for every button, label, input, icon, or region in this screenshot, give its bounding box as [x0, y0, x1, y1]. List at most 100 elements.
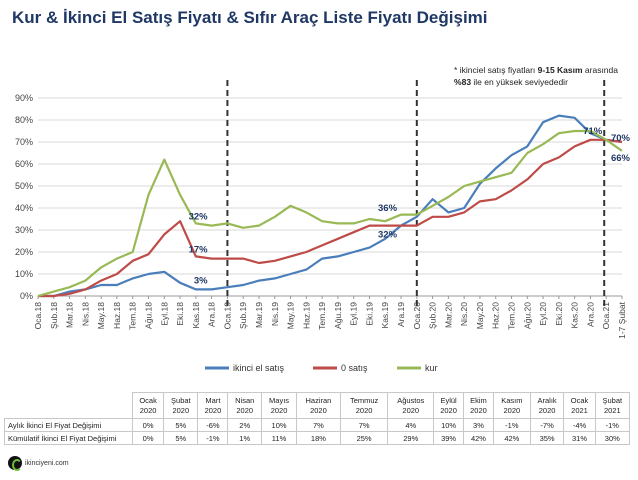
- note-line2-suffix: ile en yüksek seviyededir: [471, 77, 568, 87]
- y-tick-label: 20%: [15, 247, 33, 257]
- table-cell: -1%: [197, 431, 229, 445]
- table-cell: 10%: [261, 418, 298, 432]
- table-cell: -6%: [197, 418, 229, 432]
- table-column-header: Nisan 2020: [227, 392, 263, 419]
- x-tick-label: Haz.20: [491, 302, 501, 329]
- x-tick-label: Kas.20: [570, 302, 580, 329]
- table-cell: 31%: [563, 431, 596, 445]
- legend: ikinci el satış 0 satış kur: [205, 363, 438, 373]
- x-tick-label: Şub.18: [49, 302, 59, 329]
- table-cell: 42%: [463, 431, 494, 445]
- data-label: 17%: [189, 245, 209, 256]
- y-axis: 0% 10% 20% 30% 40% 50% 60% 70% 80% 90%: [15, 93, 33, 301]
- table-cell: 35%: [529, 431, 565, 445]
- x-tick-label: Tem.18: [128, 302, 138, 330]
- x-axis: Oca.18 Şub.18 Mar.18 Nis.18 May.18 Haz.18 Tem.…: [33, 296, 627, 339]
- table-cell: 10%: [433, 418, 465, 432]
- note-line1-suffix: arasında: [582, 65, 618, 75]
- table-cell: -1%: [594, 418, 631, 432]
- table-column-header: Mart 2020: [197, 392, 229, 419]
- table-column-header: Haziran 2020: [296, 392, 341, 419]
- data-label: 71%: [583, 126, 603, 137]
- line-chart: 0% 10% 20% 30% 40% 50% 60% 70% 80% 90% Oca.18 Şub.…: [15, 80, 631, 373]
- x-tick-label: Ağu.18: [143, 302, 153, 329]
- table-column-header: Şubat 2021: [594, 392, 631, 419]
- series-line-0-satış: [38, 138, 623, 298]
- legend-label: 0 satış: [341, 363, 368, 373]
- table-header-row: Ocak 2020 Şubat 2020 Mart 2020 Nisan 2020 Mayıs 2…: [5, 392, 631, 419]
- y-tick-label: 40%: [15, 203, 33, 213]
- legend-label: kur: [425, 363, 438, 373]
- logo-icon: [8, 456, 22, 471]
- x-tick-label: Nis.19: [270, 302, 280, 326]
- price-change-table: Ocak 2020 Şubat 2020 Mart 2020 Nisan 2020 Mayıs 2…: [4, 392, 631, 445]
- table-cell: 7%: [339, 418, 389, 432]
- y-tick-label: 0%: [20, 291, 33, 301]
- x-tick-label: Oca.21: [601, 302, 611, 330]
- series-lines: [37, 114, 623, 298]
- note-line1-prefix: * ikinciel satış fiyatları: [454, 65, 538, 75]
- y-tick-label: 50%: [15, 181, 33, 191]
- x-tick-label: Haz.18: [112, 302, 122, 329]
- x-tick-label: Ara.18: [207, 302, 217, 327]
- x-tick-label: May.18: [96, 302, 106, 330]
- logo-text: ikinciyeni.com: [25, 459, 69, 467]
- series-line-ikinci-el-satış: [38, 114, 623, 298]
- x-tick-label: Eki.19: [364, 302, 374, 326]
- table-row-label: Aylık İkinci El Fiyat Değişimi: [4, 418, 133, 432]
- x-tick-label: Nis.18: [80, 302, 90, 326]
- table-cell: -7%: [529, 418, 565, 432]
- table-cell: -4%: [563, 418, 596, 432]
- x-tick-label: Oca.19: [222, 302, 232, 330]
- data-labels: 32% 17% 3% 36% 32% 71% 70% 66%: [189, 126, 631, 287]
- x-tick-label: Oca.20: [412, 302, 422, 330]
- table-cell: 29%: [387, 431, 435, 445]
- x-tick-label: Eki.18: [175, 302, 185, 326]
- table-column-header: Aralık 2020: [529, 392, 565, 419]
- table-cell: 42%: [492, 431, 531, 445]
- table-column-header: Mayıs 2020: [261, 392, 298, 419]
- gridlines: [38, 97, 622, 297]
- table-cell: -1%: [492, 418, 531, 432]
- table-column-header: Ocak 2020: [131, 392, 165, 419]
- x-tick-label: Haz.19: [301, 302, 311, 329]
- x-tick-label: Tem.19: [317, 302, 327, 330]
- table-cell: 39%: [433, 431, 465, 445]
- x-tick-label: Eyl.19: [349, 302, 359, 326]
- table-row-label: Kümülatif İkinci El Fiyat Değişimi: [4, 431, 133, 445]
- data-label: 32%: [189, 212, 209, 223]
- annotation-note: * ikinciel satış fiyatları 9-15 Kasım ar…: [454, 64, 618, 88]
- data-label: 66%: [611, 153, 631, 164]
- y-tick-label: 60%: [15, 159, 33, 169]
- x-tick-label: May.20: [475, 302, 485, 330]
- x-tick-label: Şub.20: [428, 302, 438, 329]
- table-cell: 30%: [594, 431, 631, 445]
- x-tick-label: Mar.18: [65, 302, 75, 328]
- x-tick-label: 1-7 Şubat: [617, 301, 627, 338]
- table-cell: 4%: [387, 418, 435, 432]
- data-label: 3%: [194, 275, 208, 286]
- y-tick-label: 70%: [15, 137, 33, 147]
- x-tick-label: Şub.19: [238, 302, 248, 329]
- table-cell: 3%: [463, 418, 494, 432]
- table-cell: 0%: [131, 418, 165, 432]
- table-corner: [5, 393, 133, 419]
- table-cell: 5%: [163, 431, 199, 445]
- table-column-header: Kasım 2020: [492, 392, 531, 419]
- table-cell: 25%: [339, 431, 389, 445]
- table-column-header: Ağustos 2020: [387, 392, 435, 419]
- table-column-header: Ekim 2020: [463, 392, 494, 419]
- table-cell: 1%: [227, 431, 263, 445]
- y-tick-label: 10%: [15, 269, 33, 279]
- series-line-kur: [37, 129, 623, 298]
- data-label: 36%: [378, 203, 398, 214]
- x-tick-label: Tem.20: [507, 302, 517, 330]
- legend-label: ikinci el satış: [233, 363, 285, 373]
- x-tick-label: Nis.20: [459, 302, 469, 326]
- x-tick-label: Kas.19: [380, 302, 390, 329]
- x-tick-label: Ara.20: [585, 302, 595, 327]
- x-tick-label: Mar.20: [443, 302, 453, 328]
- x-tick-label: Ağu.19: [333, 302, 343, 329]
- x-tick-label: Eyl.20: [538, 302, 548, 326]
- table-column-header: Şubat 2020: [163, 392, 199, 419]
